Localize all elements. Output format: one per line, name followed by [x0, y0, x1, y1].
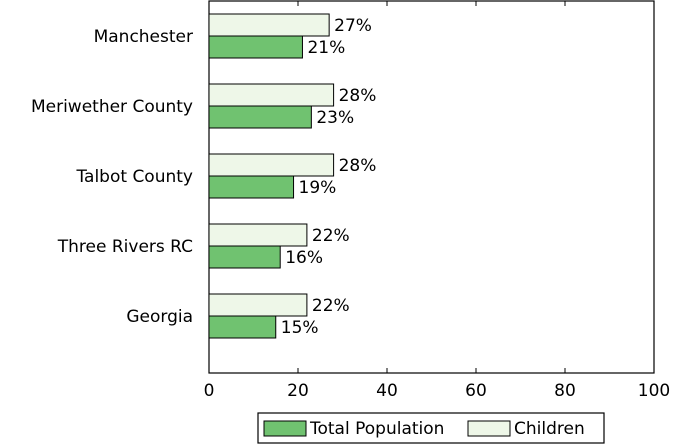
bar-children-meriwether-county: [208, 83, 335, 107]
legend-label-children: Children: [514, 419, 585, 439]
x-tick-label-60: 60: [465, 381, 487, 401]
x-tick-label-40: 40: [376, 381, 398, 401]
bars-group: 27%21%28%23%28%19%22%16%22%15%: [208, 13, 377, 339]
data-label-total-population-georgia: 15%: [281, 318, 319, 338]
x-axis-ticks: 0 20 40 60 80 100: [204, 1, 670, 401]
bar-total-population-georgia: [208, 315, 277, 339]
bar-total-population-three-rivers-rc: [208, 245, 281, 269]
x-tick-label-0: 0: [204, 381, 215, 401]
data-label-total-population-talbot-county: 19%: [299, 178, 337, 198]
legend-label-total-population: Total Population: [309, 419, 444, 439]
legend-swatch-total-population: [263, 420, 307, 437]
bar-total-population-talbot-county: [208, 175, 295, 199]
data-label-total-population-meriwether-county: 23%: [316, 108, 354, 128]
bar-children-manchester: [208, 13, 330, 37]
legend: Total Population Children: [257, 412, 605, 444]
legend-swatch-children: [467, 420, 511, 437]
bar-total-population-meriwether-county: [208, 105, 312, 129]
category-labels: Manchester Meriwether County Talbot County…: [31, 27, 193, 327]
category-label-georgia: Georgia: [126, 307, 193, 327]
data-label-total-population-manchester: 21%: [307, 38, 345, 58]
data-label-children-three-rivers-rc: 22%: [312, 226, 350, 246]
data-label-children-meriwether-county: 28%: [339, 86, 377, 106]
bar-children-three-rivers-rc: [208, 223, 308, 247]
data-label-children-talbot-county: 28%: [339, 156, 377, 176]
category-label-manchester: Manchester: [94, 27, 193, 47]
bar-total-population-manchester: [208, 35, 303, 59]
data-label-children-manchester: 27%: [334, 16, 372, 36]
legend-frame: [257, 412, 605, 444]
category-label-meriwether-county: Meriwether County: [31, 97, 193, 117]
category-label-three-rivers-rc: Three Rivers RC: [57, 237, 193, 257]
x-tick-label-100: 100: [638, 381, 670, 401]
bar-children-talbot-county: [208, 153, 335, 177]
data-label-children-georgia: 22%: [312, 296, 350, 316]
bar-children-georgia: [208, 293, 308, 317]
x-tick-label-80: 80: [554, 381, 576, 401]
category-label-talbot-county: Talbot County: [75, 167, 193, 187]
data-label-total-population-three-rivers-rc: 16%: [285, 248, 323, 268]
x-tick-label-20: 20: [287, 381, 309, 401]
